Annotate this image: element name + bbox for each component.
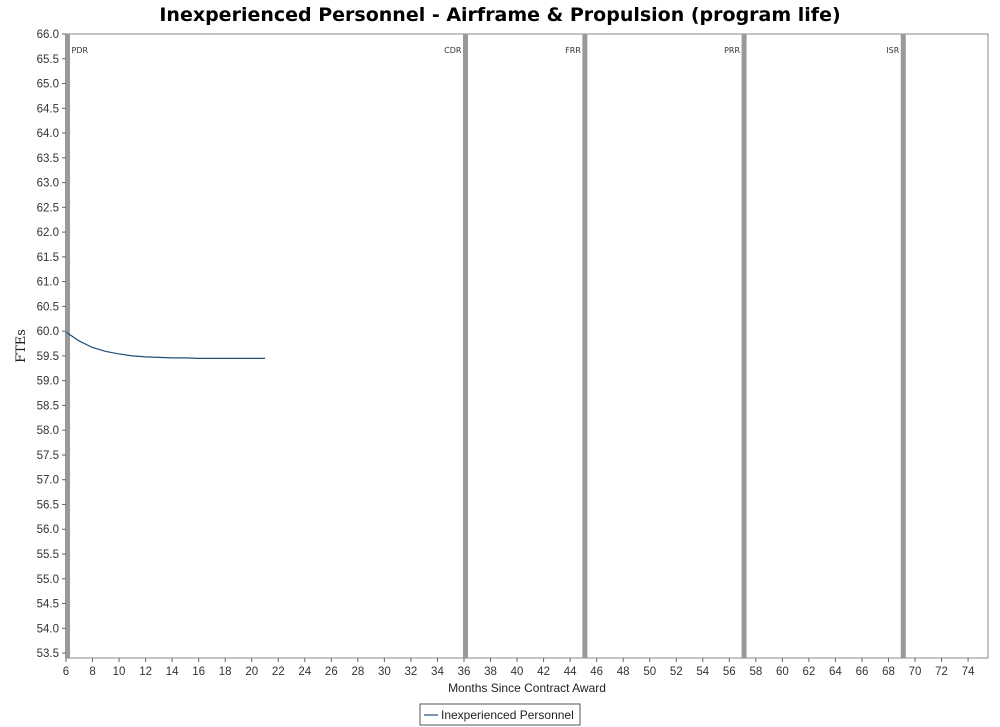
legend-box [419, 703, 581, 726]
y-tick-label: 64.5 [37, 103, 59, 115]
milestone-lines: PDR CDR FRR PRR ISR [65, 34, 906, 658]
y-tick-label: 55.0 [37, 574, 59, 586]
x-tick-label: 34 [431, 666, 444, 678]
x-tick-label: 46 [590, 666, 603, 678]
y-tick-label: 60.0 [37, 326, 59, 338]
milestone-label: PDR [72, 46, 89, 55]
x-tick-label: 58 [749, 666, 762, 678]
x-tick-label: 12 [139, 666, 152, 678]
series-lines [65, 331, 265, 359]
x-tick-label: 72 [935, 666, 948, 678]
x-tick-label: 68 [882, 666, 895, 678]
x-tick-label: 42 [537, 666, 550, 678]
x-tick-label: 50 [643, 666, 656, 678]
x-axis-label: Months Since Contract Award [448, 681, 606, 695]
y-tick-label: 66.0 [37, 29, 59, 41]
y-tick-label: 63.5 [37, 153, 59, 165]
x-tick-label: 44 [564, 666, 577, 678]
x-tick-label: 24 [298, 666, 311, 678]
y-tick-label: 65.5 [37, 54, 59, 66]
y-tick-label: 58.0 [37, 425, 59, 437]
x-tick-label: 26 [325, 666, 338, 678]
x-tick-label: 48 [617, 666, 630, 678]
x-tick-label: 64 [829, 666, 842, 678]
y-tick-label: 57.5 [37, 450, 59, 462]
x-tick-label: 66 [856, 666, 869, 678]
y-tick-label: 60.5 [37, 301, 59, 313]
x-tick-label: 14 [166, 666, 179, 678]
x-tick-label: 60 [776, 666, 789, 678]
y-tick-label: 54.0 [37, 623, 59, 635]
milestone-label: FRR [565, 46, 581, 55]
series-line [65, 331, 265, 359]
x-tick-label: 30 [378, 666, 391, 678]
x-tick-label: 28 [351, 666, 364, 678]
x-tick-label: 52 [670, 666, 683, 678]
x-tick-label: 16 [192, 666, 205, 678]
chart-title: Inexperienced Personnel - Airframe & Pro… [159, 4, 840, 26]
y-tick-label: 59.5 [37, 351, 59, 363]
y-axis-label: FTEs [14, 329, 29, 363]
x-tick-label: 40 [511, 666, 524, 678]
x-tick-label: 36 [458, 666, 471, 678]
x-tick-label: 56 [723, 666, 736, 678]
x-tick-label: 6 [63, 666, 69, 678]
x-tick-label: 10 [113, 666, 126, 678]
x-axis: 6 8 10 12 14 16 18 20 22 24 26 28 30 32 34 36 38 40 42 44 46… [63, 658, 975, 678]
x-tick-label: 20 [245, 666, 258, 678]
y-axis: 53.5 54.0 54.5 55.0 55.5 56.0 56.5 57.0 57.5 58.0… [37, 29, 66, 660]
y-tick-label: 59.0 [37, 376, 59, 388]
x-tick-label: 32 [405, 666, 418, 678]
x-tick-label: 54 [696, 666, 709, 678]
legend: Inexperienced Personnel [419, 703, 581, 726]
y-tick-label: 63.0 [37, 178, 59, 190]
x-tick-label: 70 [909, 666, 922, 678]
y-tick-label: 53.5 [37, 648, 59, 660]
milestone-label: PRR [724, 46, 740, 55]
y-tick-label: 62.5 [37, 202, 59, 214]
y-tick-label: 55.5 [37, 549, 59, 561]
x-tick-label: 74 [962, 666, 975, 678]
x-tick-label: 62 [803, 666, 816, 678]
milestone-label: CDR [444, 46, 462, 55]
y-tick-label: 57.0 [37, 475, 59, 487]
y-tick-label: 58.5 [37, 400, 59, 412]
y-tick-label: 61.0 [37, 277, 59, 289]
milestone-label: ISR [886, 46, 899, 55]
y-tick-label: 65.0 [37, 79, 59, 91]
legend-entry: Inexperienced Personnel [441, 708, 574, 722]
x-tick-label: 18 [219, 666, 232, 678]
y-tick-label: 64.0 [37, 128, 59, 140]
y-tick-label: 56.5 [37, 499, 59, 511]
x-tick-label: 38 [484, 666, 497, 678]
y-tick-label: 54.5 [37, 599, 59, 611]
x-tick-label: 8 [89, 666, 95, 678]
y-tick-label: 61.5 [37, 252, 59, 264]
x-tick-label: 22 [272, 666, 285, 678]
plot-area [65, 33, 989, 659]
y-tick-label: 62.0 [37, 227, 59, 239]
y-tick-label: 56.0 [37, 524, 59, 536]
